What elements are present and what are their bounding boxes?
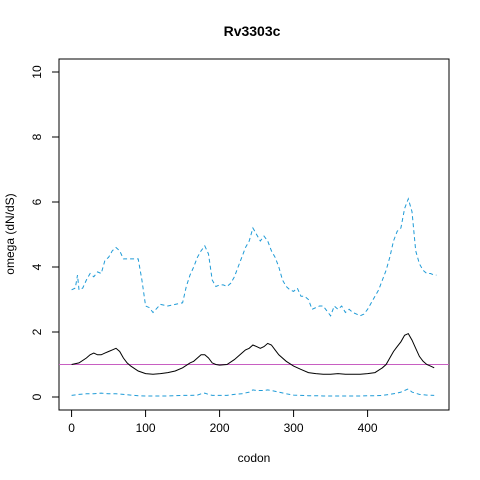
x-tick-label: 200 [210, 421, 230, 435]
y-tick-label: 2 [30, 328, 44, 335]
series-layer [59, 197, 449, 397]
y-tick-label: 8 [30, 133, 44, 140]
x-tick-label: 300 [284, 421, 304, 435]
series-line-2 [71, 388, 435, 397]
y-tick-label: 0 [30, 393, 44, 400]
x-tick-label: 100 [136, 421, 156, 435]
y-axis: 0 2 4 6 8 10 [30, 65, 60, 400]
chart-title: Rv3303c [224, 23, 281, 39]
series-line-1 [71, 332, 435, 375]
x-axis: 0 100 200 300 400 [68, 409, 378, 435]
x-axis-label: codon [238, 451, 271, 465]
x-tick-label: 400 [358, 421, 378, 435]
y-axis-label: omega (dN/dS) [3, 193, 17, 274]
y-tick-label: 6 [30, 198, 44, 205]
series-line-0 [71, 197, 437, 317]
y-tick-label: 4 [30, 263, 44, 270]
x-tick-label: 0 [68, 421, 75, 435]
y-tick-label: 10 [30, 65, 44, 79]
